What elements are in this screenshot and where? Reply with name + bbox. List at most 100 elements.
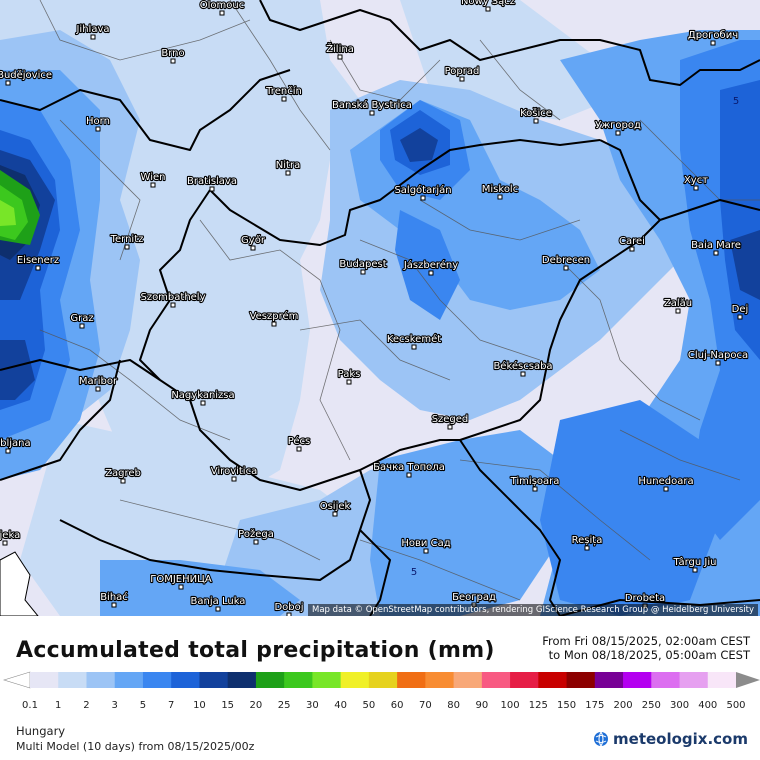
region-name: Hungary	[16, 724, 66, 738]
city-dot	[713, 250, 719, 256]
precipitation-map[interactable]: 5 5 Olomouc Nowy Sącz Jihlava Brno Žilina Дрог…	[0, 0, 760, 616]
city-dot	[485, 6, 491, 12]
city-marker: Ljubljana	[0, 437, 32, 454]
precip-zone-10mm	[400, 128, 438, 162]
scale-swatch	[255, 672, 285, 688]
scale-tick-label: 125	[529, 700, 548, 711]
city-marker: Budapest	[338, 258, 388, 275]
brand-name: meteologix.com	[613, 730, 748, 748]
city-marker: Győr	[240, 233, 267, 251]
city-label: Wien	[141, 172, 166, 183]
precip-zone-10mm-east	[730, 230, 760, 300]
city-dot	[219, 10, 225, 16]
city-marker: Brno	[160, 47, 186, 64]
city-dot	[532, 486, 538, 492]
city-dot	[332, 511, 338, 517]
city-label: Jászberény	[403, 259, 458, 271]
scale-swatch	[171, 672, 200, 688]
scale-swatch	[199, 672, 229, 688]
contour-label: 5	[411, 567, 417, 578]
city-label: Osijek	[320, 501, 351, 512]
map-attribution: Map data © OpenStreetMap contributors, r…	[308, 604, 758, 616]
precip-zone-5mm-se	[540, 400, 720, 616]
city-dot	[124, 244, 130, 250]
scale-tick-label: 1	[55, 700, 61, 711]
city-label: Zagreb	[105, 468, 141, 479]
scale-swatch	[538, 672, 568, 688]
city-label: Horn	[86, 116, 110, 127]
city-label: Нови Сад	[401, 538, 450, 549]
city-dot	[200, 400, 206, 406]
city-marker: Rijeka	[0, 529, 21, 546]
city-label: Zalău	[664, 298, 692, 309]
city-label: Ternitz	[110, 234, 144, 245]
city-dot	[406, 472, 412, 478]
city-label: Jihlava	[75, 24, 109, 35]
scale-tick-label: 2	[83, 700, 89, 711]
city-label: Banja Luka	[191, 596, 246, 607]
scale-swatch	[30, 672, 59, 688]
city-marker: Banja Luka	[189, 595, 247, 612]
city-dot	[231, 476, 237, 482]
scale-tick-label: 200	[613, 700, 632, 711]
globe-icon	[594, 731, 609, 747]
city-label: Maribor	[79, 376, 118, 387]
city-label: Žilina	[326, 42, 354, 55]
city-dot	[79, 323, 85, 329]
city-marker: Carei	[618, 235, 646, 252]
scale-tick-label: 25	[278, 700, 291, 711]
city-marker: Doboj	[273, 601, 305, 616]
city-label: Požega	[238, 528, 274, 540]
brand-logo[interactable]: meteologix.com	[593, 730, 748, 748]
city-marker: Békéscsaba	[492, 359, 554, 377]
city-label: Nagykanizsa	[171, 390, 234, 401]
city-marker: Wien	[139, 171, 167, 188]
city-dot	[360, 269, 366, 275]
scale-tick-label: 50	[363, 700, 376, 711]
city-label: České Budějovice	[0, 68, 52, 81]
scale-swatch	[312, 672, 342, 688]
scale-swatch	[368, 672, 398, 688]
city-marker: Miskolc	[481, 183, 519, 200]
city-dot	[346, 379, 352, 385]
city-dot	[170, 58, 176, 64]
city-dot	[337, 54, 343, 60]
forecast-period: From Fri 08/15/2025, 02:00am CEST to Mon…	[542, 634, 750, 662]
city-dot	[296, 446, 302, 452]
city-dot	[5, 448, 11, 454]
city-marker: Nowy Sącz	[460, 0, 516, 12]
city-label: Бачка Топола	[373, 462, 445, 473]
contour-label: 5	[733, 96, 739, 107]
scale-tick-label: 100	[501, 700, 520, 711]
scale-tick-label: 20	[250, 700, 263, 711]
city-label: Timișoara	[510, 476, 560, 487]
city-marker: Szeged	[431, 413, 469, 430]
city-dot	[281, 96, 287, 102]
city-label: Szombathely	[140, 292, 205, 303]
city-marker: Jihlava	[74, 23, 111, 40]
scale-swatch	[58, 672, 87, 688]
city-dot	[520, 371, 526, 377]
scale-tick-label: 60	[391, 700, 404, 711]
scale-swatch	[510, 672, 539, 688]
city-label: Дрогобич	[688, 30, 738, 41]
city-marker: Maribor	[78, 375, 119, 392]
city-label: Nowy Sącz	[461, 0, 515, 7]
city-marker: Kecskemét	[386, 332, 442, 350]
city-marker: Бачка Топола	[372, 461, 446, 478]
city-marker: České Budějovice	[0, 67, 53, 86]
scale-swatch	[340, 672, 370, 688]
city-marker: Timișoara	[509, 475, 560, 492]
city-marker: Požega	[237, 527, 275, 545]
city-label: Paks	[338, 369, 361, 380]
scale-tick-label: 40	[334, 700, 347, 711]
city-label: Košice	[520, 107, 552, 119]
city-marker: Bratislava	[186, 175, 238, 192]
scale-tick-label: 300	[670, 700, 689, 711]
city-label: Doboj	[274, 602, 303, 613]
city-label: Veszprém	[250, 310, 299, 322]
city-label: Ужгород	[595, 120, 641, 131]
city-marker: Žilina	[325, 41, 355, 60]
city-marker: Košice	[519, 106, 553, 124]
city-dot	[95, 386, 101, 392]
